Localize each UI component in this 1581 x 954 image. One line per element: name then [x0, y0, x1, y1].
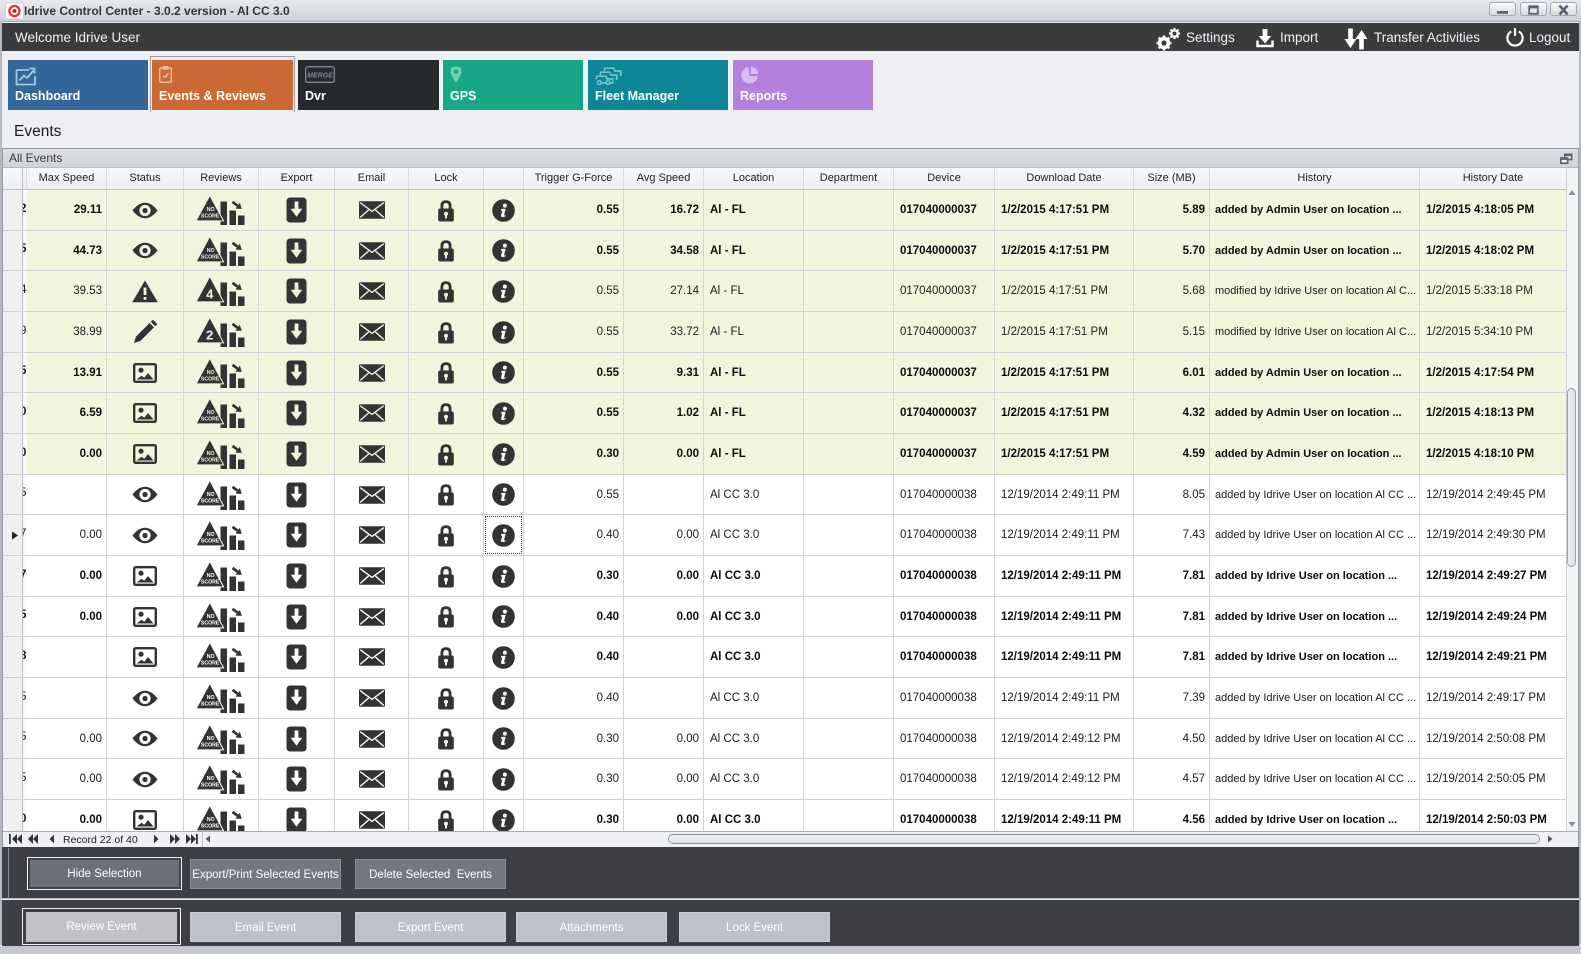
svg-text:NO: NO — [207, 451, 215, 457]
svg-text:NO: NO — [207, 491, 215, 497]
svg-text:SCORE: SCORE — [201, 580, 220, 586]
svg-text:SCORE: SCORE — [201, 254, 220, 260]
svg-text:NO: NO — [207, 207, 215, 213]
svg-text:NO: NO — [207, 654, 215, 660]
svg-text:SCORE: SCORE — [201, 742, 220, 748]
svg-text:SCORE: SCORE — [201, 783, 220, 789]
svg-text:SCORE: SCORE — [201, 661, 220, 667]
svg-text:NO: NO — [207, 369, 215, 375]
svg-text:SCORE: SCORE — [201, 417, 220, 423]
svg-text:NO: NO — [207, 573, 215, 579]
svg-text:NO: NO — [207, 247, 215, 253]
svg-text:NO: NO — [207, 410, 215, 416]
svg-text:SCORE: SCORE — [201, 458, 220, 464]
svg-text:NO: NO — [207, 817, 215, 823]
svg-text:SCORE: SCORE — [201, 376, 220, 382]
svg-text:SCORE: SCORE — [201, 539, 220, 545]
svg-text:NO: NO — [207, 613, 215, 619]
svg-text:NO: NO — [207, 695, 215, 701]
svg-text:MERGE: MERGE — [307, 73, 333, 80]
svg-text:2: 2 — [206, 327, 213, 342]
svg-text:SCORE: SCORE — [201, 702, 220, 708]
svg-text:SCORE: SCORE — [201, 824, 220, 830]
svg-text:SCORE: SCORE — [201, 498, 220, 504]
svg-text:NO: NO — [207, 735, 215, 741]
svg-text:4: 4 — [206, 286, 214, 301]
svg-text:NO: NO — [207, 532, 215, 538]
svg-text:SCORE: SCORE — [201, 214, 220, 220]
svg-text:SCORE: SCORE — [201, 620, 220, 626]
svg-text:NO: NO — [207, 776, 215, 782]
